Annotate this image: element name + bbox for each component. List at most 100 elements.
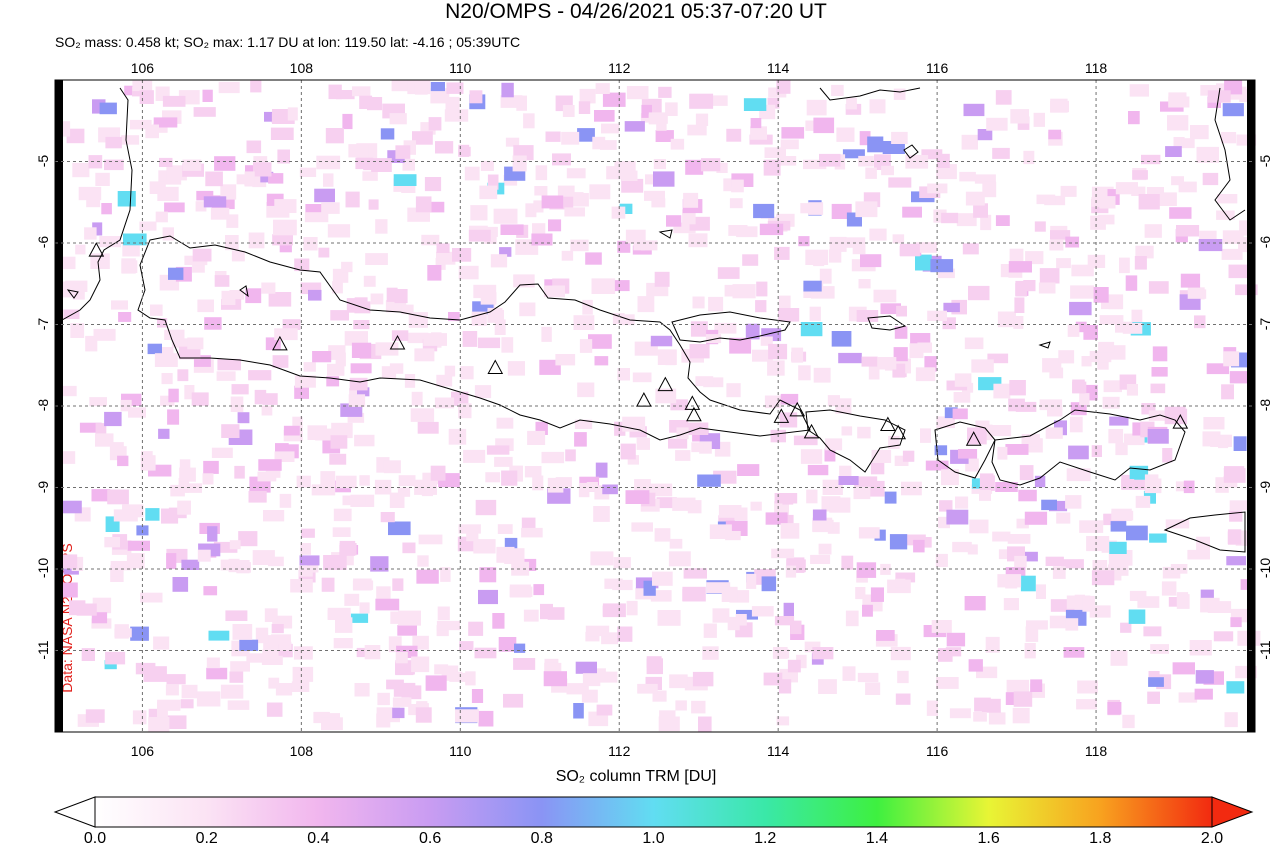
- so2-pixel: [1228, 264, 1249, 279]
- so2-pixel: [869, 228, 887, 241]
- so2-pixel: [573, 703, 584, 719]
- so2-pixel: [666, 215, 682, 227]
- so2-pixel: [101, 203, 112, 215]
- so2-pixel: [113, 509, 138, 522]
- so2-pixel: [130, 626, 149, 641]
- so2-pixel: [657, 610, 681, 626]
- so2-pixel: [964, 337, 984, 350]
- so2-pixel: [160, 395, 175, 406]
- so2-pixel: [650, 335, 673, 347]
- so2-pixel: [296, 475, 311, 488]
- so2-pixel: [436, 620, 460, 631]
- so2-pixel: [1099, 315, 1124, 325]
- so2-pixel: [359, 602, 370, 614]
- so2-pixel: [1183, 480, 1195, 494]
- so2-pixel: [532, 223, 546, 235]
- so2-pixel: [706, 582, 731, 594]
- so2-pixel: [595, 462, 608, 478]
- so2-pixel: [66, 128, 85, 144]
- so2-pixel: [404, 374, 416, 388]
- so2-pixel: [971, 478, 988, 489]
- so2-pixel: [1213, 631, 1234, 642]
- so2-pixel: [271, 624, 284, 634]
- so2-pixel: [1149, 533, 1167, 543]
- so2-pixel: [564, 207, 585, 217]
- so2-pixel: [974, 174, 996, 184]
- so2-pixel: [986, 117, 1008, 131]
- so2-pixel: [959, 171, 976, 182]
- so2-pixel: [359, 475, 370, 486]
- so2-pixel: [197, 299, 214, 313]
- so2-pixel: [91, 489, 111, 502]
- so2-pixel: [335, 352, 346, 367]
- so2-pixel: [81, 648, 95, 661]
- so2-pixel: [214, 275, 230, 287]
- so2-pixel: [496, 417, 514, 429]
- so2-pixel: [857, 426, 871, 439]
- so2-pixel: [430, 465, 446, 481]
- so2-pixel: [1049, 367, 1064, 379]
- so2-pixel: [676, 427, 689, 440]
- so2-pixel: [347, 412, 365, 423]
- so2-pixel: [376, 713, 391, 728]
- lat-tick-label: -6: [35, 235, 51, 249]
- so2-pixel: [425, 675, 447, 691]
- so2-pixel: [365, 253, 388, 265]
- so2-pixel: [1200, 589, 1214, 601]
- so2-pixel: [436, 374, 453, 387]
- so2-pixel: [139, 90, 154, 104]
- so2-pixel: [689, 344, 710, 359]
- so2-pixel: [944, 407, 958, 419]
- so2-pixel: [648, 114, 668, 124]
- so2-pixel: [855, 201, 878, 218]
- lat-tick-label: -9: [35, 480, 51, 493]
- so2-pixel: [952, 408, 968, 420]
- so2-pixel: [444, 365, 456, 377]
- so2-pixel: [881, 165, 894, 176]
- so2-pixel: [751, 606, 774, 617]
- so2-pixel: [511, 561, 530, 576]
- so2-pixel: [995, 482, 1018, 492]
- so2-pixel: [992, 147, 1010, 159]
- so2-pixel: [793, 435, 818, 446]
- so2-pixel: [653, 159, 666, 170]
- so2-pixel: [236, 562, 251, 573]
- so2-pixel: [1049, 240, 1064, 251]
- so2-pixel: [841, 426, 853, 436]
- so2-pixel: [1049, 500, 1068, 512]
- so2-pixel: [1025, 251, 1044, 265]
- so2-pixel: [716, 162, 728, 173]
- so2-pixel: [327, 363, 345, 376]
- so2-pixel: [1147, 429, 1169, 444]
- so2-pixel: [997, 446, 1008, 460]
- so2-pixel: [507, 361, 525, 376]
- so2-pixel: [995, 215, 1010, 226]
- so2-pixel: [220, 184, 237, 200]
- so2-pixel: [585, 252, 602, 265]
- so2-pixel: [1093, 287, 1109, 303]
- lat-tick-label: -11: [1257, 639, 1272, 660]
- so2-pixel: [632, 372, 652, 383]
- so2-pixel: [265, 337, 281, 351]
- so2-pixel: [470, 205, 488, 221]
- so2-pixel: [976, 666, 998, 679]
- so2-pixel: [831, 203, 852, 219]
- so2-pixel: [521, 527, 543, 538]
- so2-pixel: [272, 355, 289, 368]
- so2-pixel: [565, 449, 576, 462]
- so2-pixel: [1086, 536, 1110, 552]
- so2-pixel: [458, 403, 472, 419]
- so2-pixel: [858, 279, 871, 289]
- so2-pixel: [1226, 556, 1246, 566]
- colorbar-tick-label: 1.8: [1089, 830, 1112, 847]
- so2-pixel: [753, 203, 775, 219]
- so2-pixel: [731, 179, 744, 193]
- so2-pixel: [1187, 289, 1207, 299]
- so2-pixel: [216, 371, 236, 381]
- so2-pixel: [1161, 581, 1177, 596]
- so2-pixel: [791, 347, 804, 363]
- so2-pixel: [1129, 590, 1147, 601]
- so2-pixel: [593, 506, 610, 522]
- so2-pixel: [841, 555, 854, 570]
- so2-pixel: [1135, 495, 1151, 508]
